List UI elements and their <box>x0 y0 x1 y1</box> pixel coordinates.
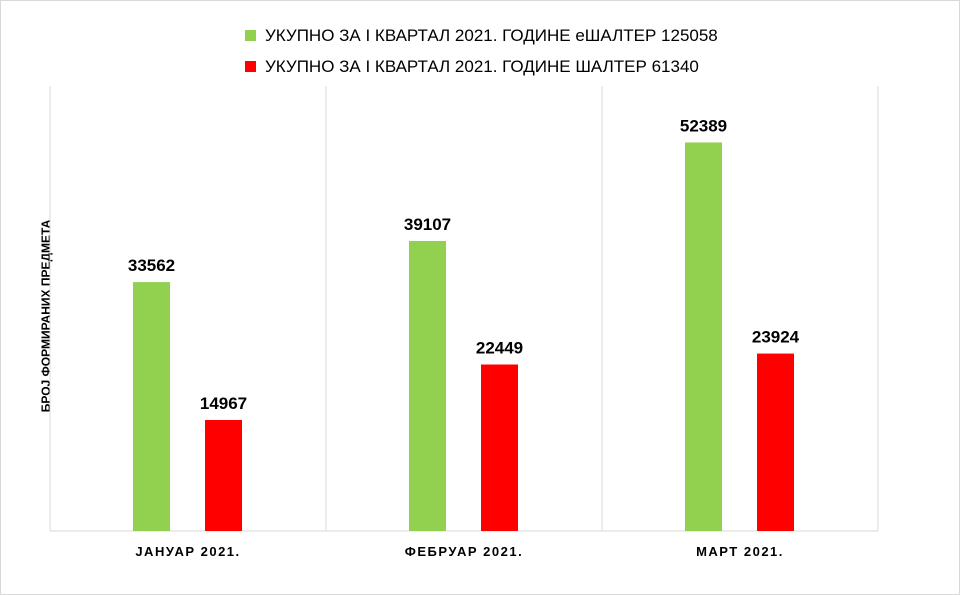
legend-swatch-green <box>245 30 256 41</box>
data-label: 39107 <box>404 215 451 234</box>
data-label: 33562 <box>128 256 175 275</box>
x-tick-label: ЈАНУАР 2021. <box>135 544 240 559</box>
bar-shalter <box>205 419 242 531</box>
data-label: 23924 <box>752 328 800 347</box>
bar-eshalter <box>133 282 170 531</box>
legend-item-shalter: УКУПНО ЗА I КВАРТАЛ 2021. ГОДИНЕ ШАЛТЕР … <box>245 51 718 82</box>
bar-shalter <box>481 364 518 531</box>
data-label: 14967 <box>200 394 247 413</box>
x-tick-label: МАРТ 2021. <box>696 544 784 559</box>
legend-swatch-red <box>245 61 256 72</box>
legend-label: УКУПНО ЗА I КВАРТАЛ 2021. ГОДИНЕ еШАЛТЕР… <box>265 25 718 45</box>
bar-eshalter <box>409 240 446 531</box>
bar-eshalter <box>685 142 722 532</box>
bar-shalter <box>757 353 794 531</box>
legend: УКУПНО ЗА I КВАРТАЛ 2021. ГОДИНЕ еШАЛТЕР… <box>245 20 718 82</box>
x-tick-label: ФЕБРУАР 2021. <box>405 544 523 559</box>
data-label: 52389 <box>680 116 727 135</box>
legend-label: УКУПНО ЗА I КВАРТАЛ 2021. ГОДИНЕ ШАЛТЕР … <box>265 56 699 76</box>
legend-item-eshalter: УКУПНО ЗА I КВАРТАЛ 2021. ГОДИНЕ еШАЛТЕР… <box>245 20 718 51</box>
data-label: 22449 <box>476 339 523 358</box>
